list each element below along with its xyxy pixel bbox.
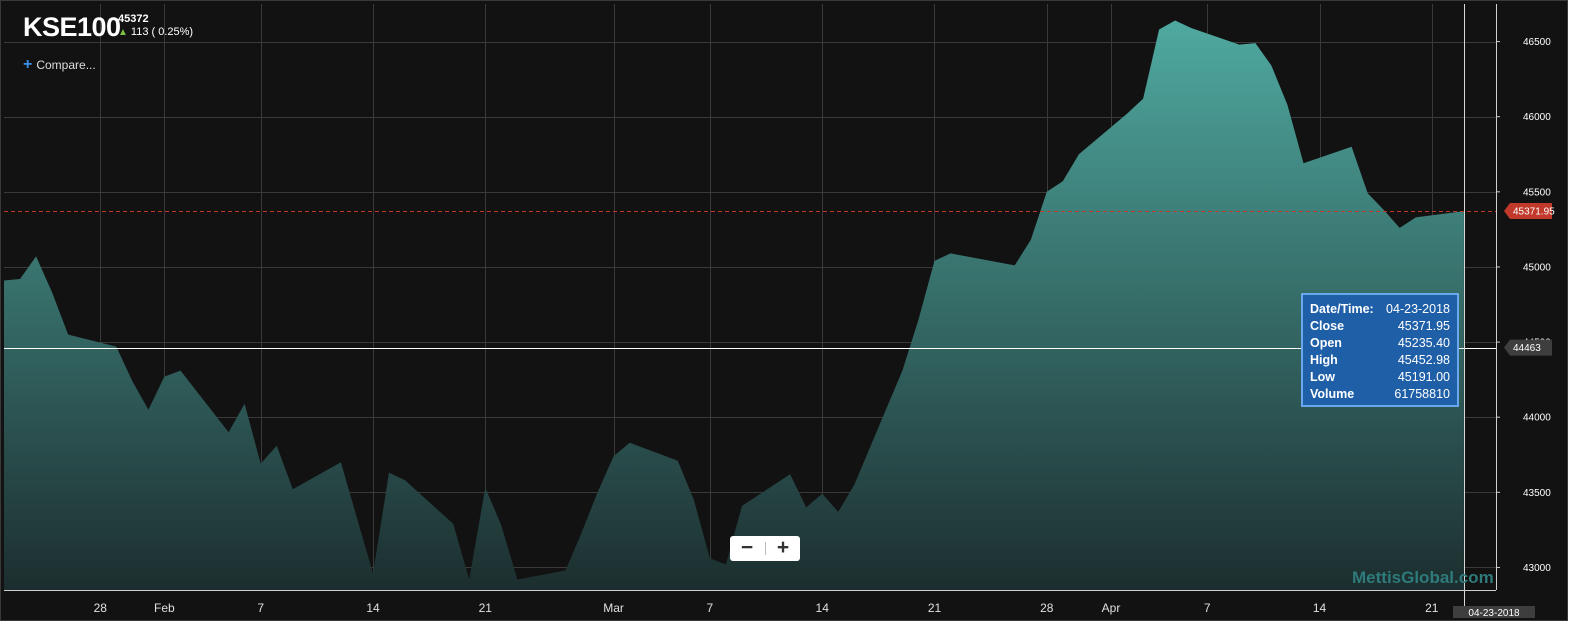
crosshair-date-badge-shape bbox=[1453, 606, 1535, 618]
y-tick-label: 45500 bbox=[1523, 187, 1551, 198]
zoom-control: − + bbox=[730, 536, 800, 561]
y-tick-label: 44000 bbox=[1523, 413, 1551, 424]
watermark: MettisGlobal.com bbox=[1352, 568, 1494, 587]
x-tick-label: 28 bbox=[94, 601, 108, 615]
zoom-divider bbox=[765, 542, 766, 555]
crosshair-date-badge: 04-23-2018 bbox=[1453, 606, 1535, 619]
tooltip-label: Low bbox=[1310, 370, 1335, 384]
y-tick-label: 43000 bbox=[1523, 563, 1551, 574]
y-tick-label: 43500 bbox=[1523, 488, 1551, 499]
tooltip-label: Close bbox=[1310, 319, 1345, 333]
x-tick-label: 7 bbox=[1204, 601, 1211, 615]
plus-icon: + bbox=[776, 536, 790, 559]
crosshair-price-badge-text: 44463 bbox=[1513, 343, 1541, 354]
tooltip-row: Date/Time: 04-23-2018 bbox=[1310, 301, 1450, 318]
compare-button[interactable]: + Compare... bbox=[23, 56, 96, 74]
tooltip-label: Volume bbox=[1310, 387, 1355, 401]
zoom-out-button[interactable]: − bbox=[730, 536, 764, 561]
crosshair-price-badge-shape bbox=[1504, 339, 1552, 356]
y-tick-label: 45000 bbox=[1523, 262, 1551, 273]
tooltip-label: Open bbox=[1310, 336, 1342, 350]
x-tick-label: 14 bbox=[366, 601, 380, 615]
series-area bbox=[4, 20, 1464, 590]
x-tick-label: Feb bbox=[154, 601, 175, 615]
tooltip-value: 45452.98 bbox=[1397, 353, 1450, 367]
x-tick-label: 7 bbox=[257, 601, 264, 615]
y-tick-label: 46500 bbox=[1523, 37, 1551, 48]
x-tick-label: 14 bbox=[816, 601, 830, 615]
plus-icon: + bbox=[23, 56, 33, 73]
change-value: 113 ( 0.25%) bbox=[130, 26, 194, 38]
y-tick-label: 46000 bbox=[1523, 112, 1551, 123]
tooltip-row: High 45452.98 bbox=[1310, 352, 1450, 369]
tooltip-value: 45235.40 bbox=[1397, 336, 1450, 350]
compare-label: Compare... bbox=[36, 58, 96, 72]
tooltip-value: 45371.95 bbox=[1397, 319, 1450, 333]
x-tick-label: 28 bbox=[1040, 601, 1054, 615]
minus-icon: − bbox=[740, 536, 754, 559]
x-tick-label: 21 bbox=[1425, 601, 1439, 615]
zoom-in-button[interactable]: + bbox=[766, 536, 800, 561]
price-change: ▲ 113 ( 0.25%) bbox=[118, 26, 193, 38]
tooltip-row: Volume 61758810 bbox=[1310, 386, 1450, 403]
x-tick-label: Apr bbox=[1102, 601, 1121, 615]
up-arrow-icon: ▲ bbox=[118, 27, 128, 38]
tooltip-row: Low 45191.00 bbox=[1310, 369, 1450, 386]
tooltip-value: 45191.00 bbox=[1397, 370, 1450, 384]
symbol-title: KSE100 bbox=[23, 12, 121, 42]
tooltip-value: 61758810 bbox=[1394, 387, 1450, 401]
last-price: 45372 bbox=[118, 13, 149, 25]
current-price-badge: 45371.95 bbox=[1504, 203, 1555, 220]
crosshair-date-badge-text: 04-23-2018 bbox=[1468, 608, 1520, 619]
tooltip-label: Date/Time: bbox=[1310, 302, 1374, 316]
x-tick-label: 7 bbox=[707, 601, 714, 615]
x-tick-label: 14 bbox=[1313, 601, 1327, 615]
tooltip-row: Open 45235.40 bbox=[1310, 335, 1450, 352]
data-tooltip: Date/Time: 04-23-2018 Close 45371.95 Open 452… bbox=[1301, 293, 1459, 407]
crosshair-price-badge: 44463 bbox=[1504, 339, 1552, 356]
x-tick-label: 21 bbox=[928, 601, 942, 615]
tooltip-value: 04-23-2018 bbox=[1386, 302, 1450, 316]
tooltip-label: High bbox=[1310, 353, 1338, 367]
x-tick-label: 21 bbox=[479, 601, 493, 615]
tooltip-row: Close 45371.95 bbox=[1310, 318, 1450, 335]
x-tick-label: Mar bbox=[603, 601, 624, 615]
current-price-badge-shape bbox=[1504, 203, 1552, 220]
current-price-badge-text: 45371.95 bbox=[1513, 207, 1555, 218]
